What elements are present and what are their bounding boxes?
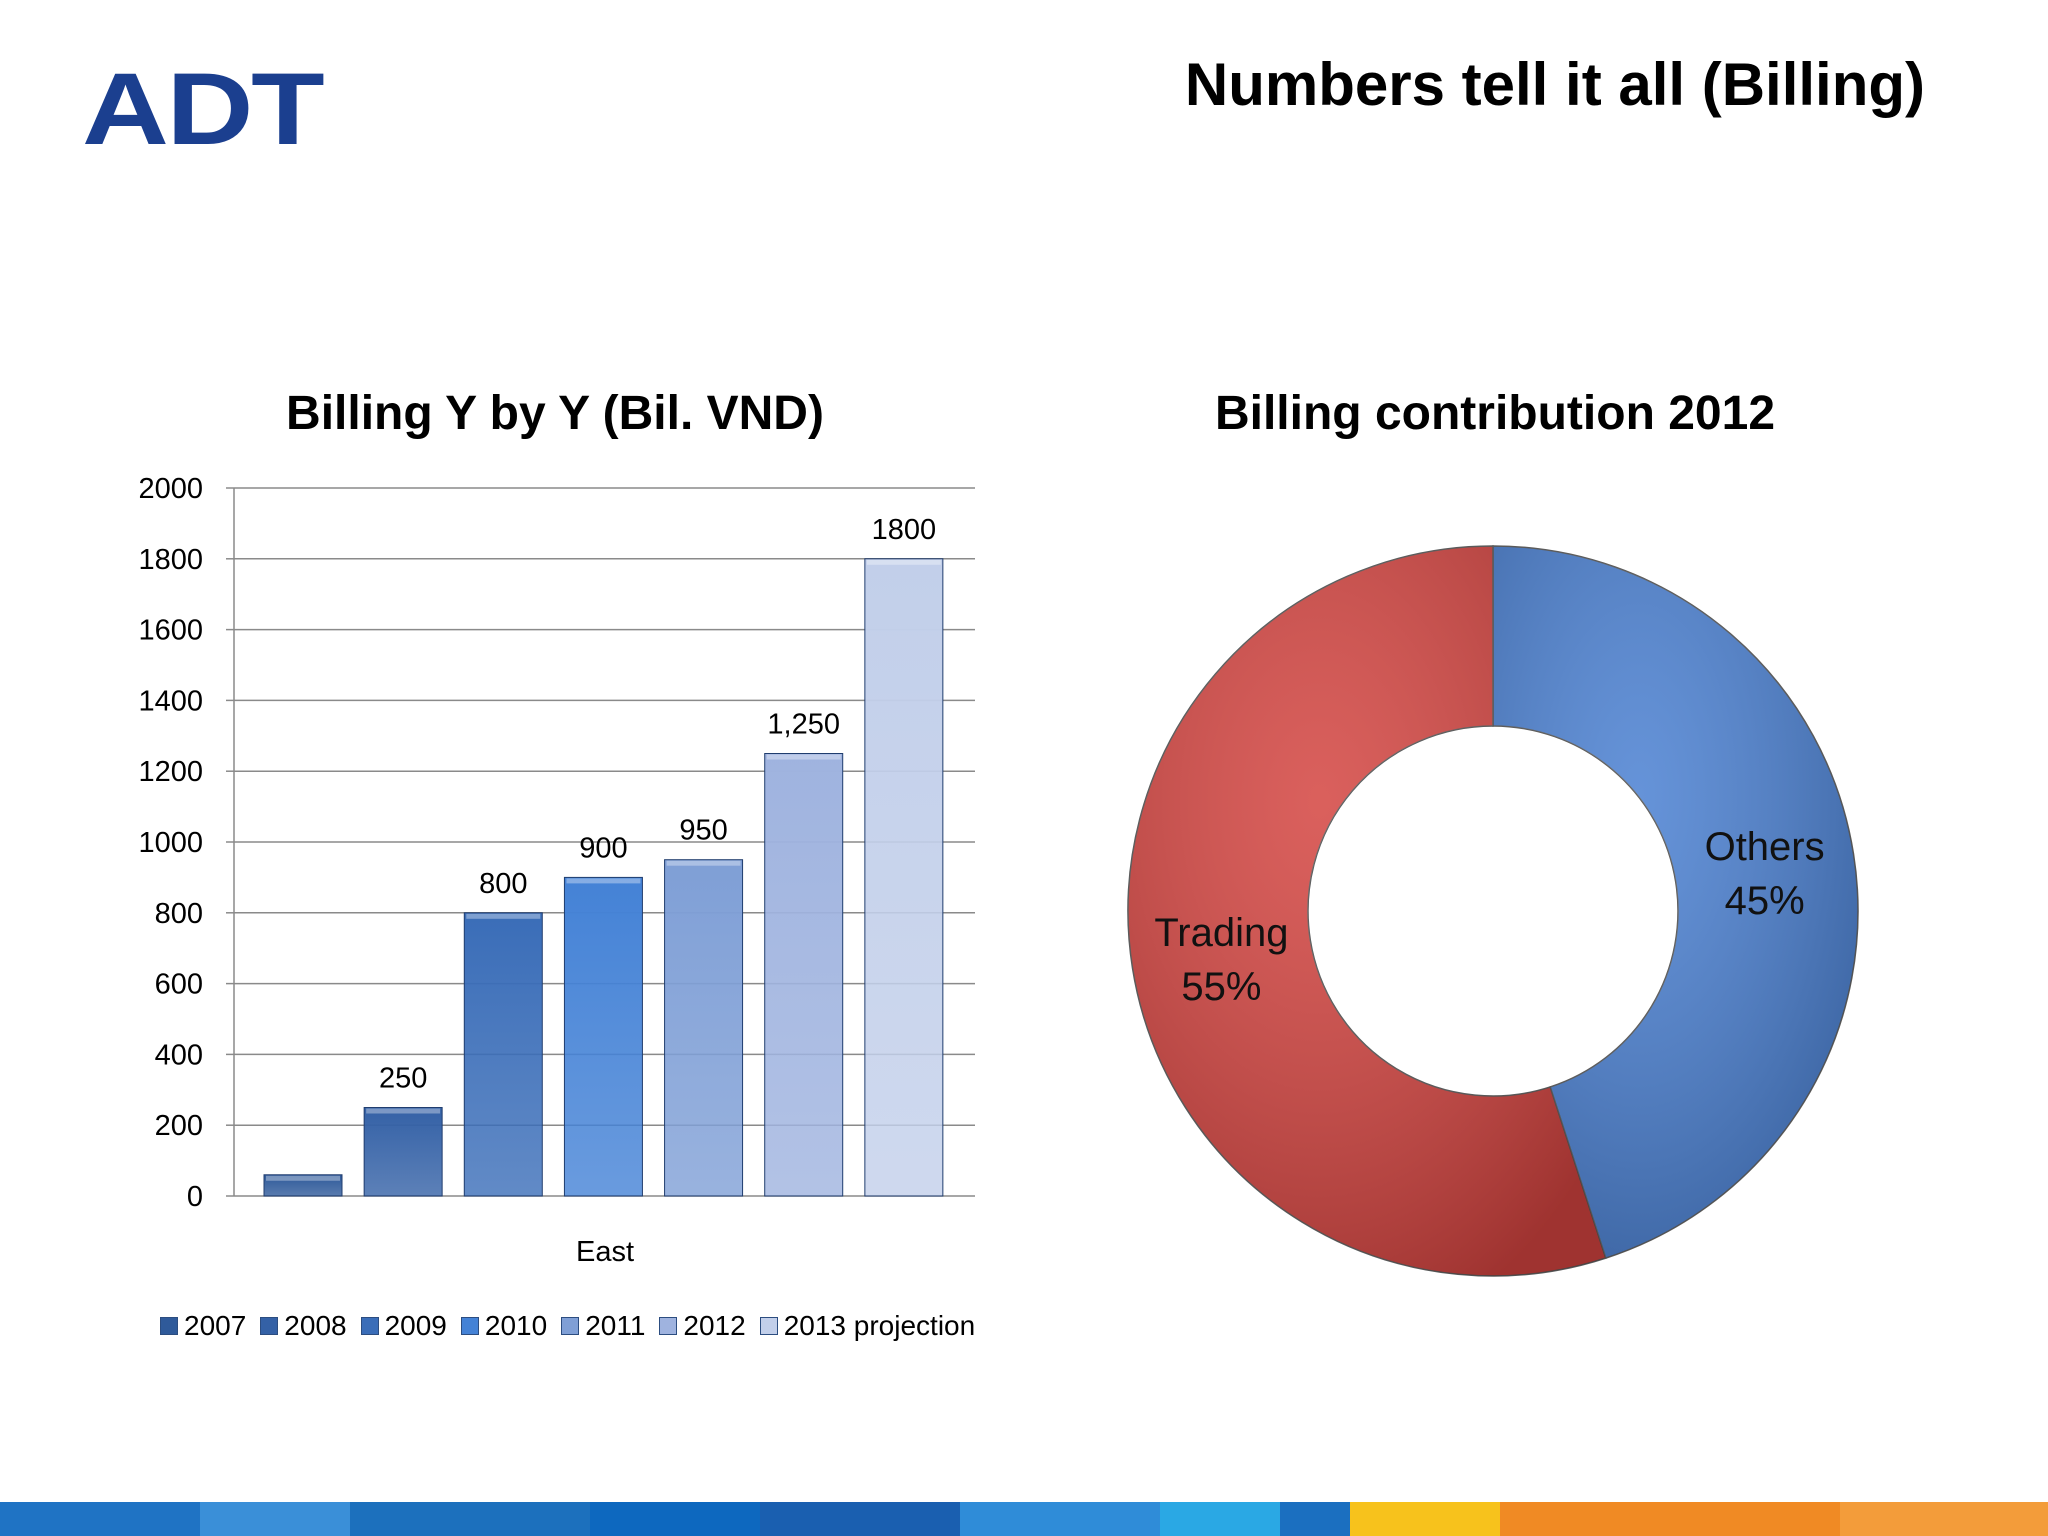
legend-swatch [659,1317,678,1335]
bar-2007 [263,1174,343,1197]
band-segment [200,1502,350,1536]
y-tick-label: 600 [155,969,203,1001]
legend-label: 2010 [484,1310,548,1341]
legend-label: 2008 [284,1310,347,1341]
y-tick-label: 0 [187,1181,203,1213]
y-tick-label: 1200 [138,756,203,788]
legend-swatch [360,1317,379,1335]
bar-highlight [266,1175,340,1181]
legend-label: 2009 [384,1310,447,1341]
y-tick-label: 400 [155,1039,203,1071]
bar-highlight [766,754,841,760]
band-segment [1500,1502,1840,1536]
legend-label: 2011 [585,1310,646,1341]
legend-item: 2007 [160,1310,246,1342]
bar-data-label: 800 [479,868,527,900]
donut-label-value: 55% [1181,965,1261,1009]
y-tick-label: 800 [155,898,203,930]
legend-item: 2012 [659,1310,746,1342]
bar-y-axis: 0 200 400 600 800 1000 1200 1400 1600 1800 2000 [138,473,203,1213]
bar-data-label: 1800 [872,514,937,546]
band-segment [1350,1502,1500,1536]
donut-label-value: 45% [1725,879,1805,923]
band-segment [1280,1502,1350,1536]
legend-item: 2011 [561,1310,645,1342]
bar-highlight [666,860,741,866]
y-tick-label: 1800 [138,544,203,576]
bar-data-label: 900 [579,832,627,864]
y-tick-label: 1000 [138,827,203,859]
donut-slice-shade [1128,546,1606,1276]
band-segment [760,1502,960,1536]
bar-highlight [466,913,541,919]
bar-2009 [463,912,543,1197]
legend-swatch [759,1317,778,1335]
donut-slices [1127,545,1859,1277]
bar-data-label: 1,250 [767,709,840,741]
bar-data-label: 950 [679,815,727,847]
bar-highlight [566,878,641,884]
footer-color-band [0,1502,2048,1536]
band-segment [590,1502,760,1536]
bar-x-axis-label: East [576,1236,634,1268]
adt-logo: ADT [82,52,325,166]
band-segment [960,1502,1160,1536]
legend-swatch [460,1317,479,1335]
y-tick-label: 200 [155,1110,203,1142]
bar-legend: 2007 2008 2009 2010 2011 2012 2013 projection [160,1310,975,1342]
y-tick-label: 2000 [138,473,203,505]
bar-data-labels: 250 800 900 950 1,250 1800 [379,514,936,1095]
band-segment [350,1502,590,1536]
donut-labels: Others 45% Trading 55% [1154,825,1824,1009]
legend-swatch [160,1317,178,1335]
bar-data-label: 250 [379,1063,427,1095]
pie-chart-title: Billing contribution 2012 [1214,387,1776,440]
legend-label: 2012 [683,1310,746,1341]
donut-slice-shade [1493,546,1859,1259]
legend-item: 2013 projection [759,1310,976,1342]
y-tick-label: 1400 [138,685,203,717]
legend-swatch [260,1317,279,1335]
legend-item: 2009 [360,1310,447,1342]
legend-label: 2013 projection [783,1310,976,1341]
bar-chart-title: Billing Y by Y (Bil. VND) [286,387,824,440]
legend-item: 2008 [260,1310,347,1342]
bar-2010 [563,876,643,1197]
donut-label-name: Trading [1154,911,1288,955]
bar-bars [263,558,944,1197]
y-tick-label: 1600 [138,615,203,647]
bar-highlight [866,559,941,565]
band-segment [1160,1502,1280,1536]
bar-highlight [366,1108,441,1114]
legend-item: 2010 [460,1310,548,1342]
donut-label-name: Others [1705,825,1825,869]
legend-swatch [561,1317,580,1335]
legend-label: 2007 [184,1310,247,1341]
bar-2012 [764,753,844,1197]
slide-title: Numbers tell it all (Billing) [1184,51,1925,118]
band-segment [0,1502,200,1536]
band-segment [1840,1502,2048,1536]
bar-2008 [363,1107,443,1197]
bar-2011 [664,859,744,1197]
bar-2013-projection [864,558,944,1197]
